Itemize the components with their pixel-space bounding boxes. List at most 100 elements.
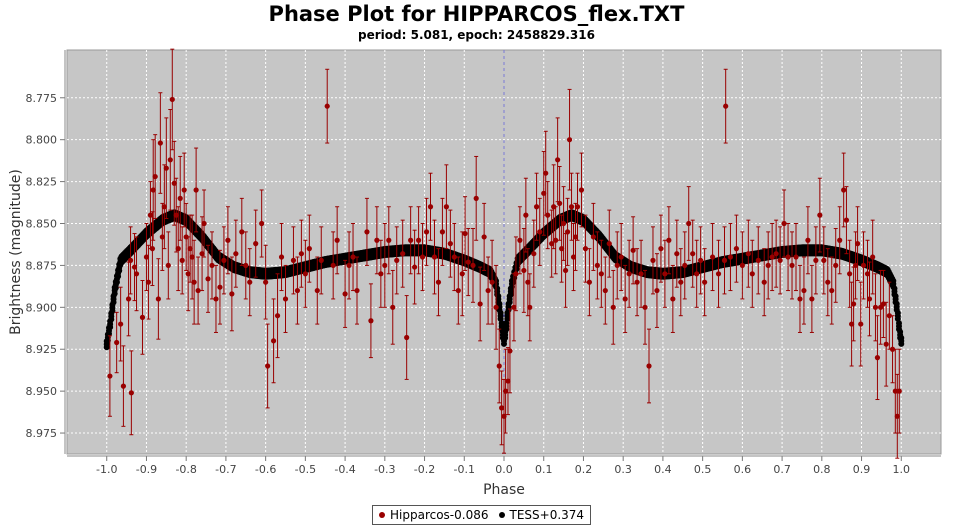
- hipparcos-point: [694, 271, 700, 277]
- hipparcos-point: [618, 254, 624, 260]
- hipparcos-point: [598, 271, 604, 277]
- tess-point: [115, 273, 122, 280]
- hipparcos-point: [157, 140, 163, 146]
- hipparcos-point: [177, 195, 183, 201]
- tess-point: [103, 344, 110, 351]
- hipparcos-point: [765, 262, 771, 269]
- hipparcos-point: [797, 296, 803, 302]
- y-tick-label: 8.825: [26, 176, 58, 189]
- hipparcos-point: [543, 170, 549, 176]
- hipparcos-point: [745, 251, 751, 257]
- hipparcos-point: [107, 373, 113, 379]
- hipparcos-point: [682, 262, 688, 269]
- hipparcos-point: [155, 296, 161, 302]
- hipparcos-point: [481, 234, 487, 240]
- hipparcos-point: [646, 363, 652, 369]
- x-tick-label: -0.9: [136, 463, 157, 476]
- tess-point: [108, 316, 115, 323]
- y-tick-label: 8.925: [26, 343, 58, 356]
- hipparcos-point: [525, 279, 531, 285]
- hipparcos-point: [505, 378, 511, 384]
- chart-subtitle: period: 5.081, epoch: 2458829.316: [358, 28, 595, 42]
- hipparcos-point: [541, 190, 547, 196]
- y-tick-label: 8.900: [26, 301, 58, 314]
- hipparcos-point: [187, 246, 193, 252]
- hipparcos-point: [143, 254, 150, 260]
- hipparcos-point: [852, 262, 859, 269]
- hipparcos-point: [404, 334, 410, 341]
- hipparcos-point: [131, 264, 138, 270]
- hipparcos-point: [302, 271, 308, 277]
- tess-point: [501, 340, 507, 347]
- legend-label-hipparcos: Hipparcos-0.086: [390, 508, 489, 522]
- hipparcos-point: [133, 271, 140, 277]
- hipparcos-point: [858, 321, 864, 327]
- hipparcos-point: [278, 254, 285, 260]
- x-tick-label: 0.2: [575, 463, 593, 476]
- hipparcos-point: [813, 257, 819, 263]
- hipparcos-point: [666, 237, 672, 243]
- hipparcos-point: [866, 296, 873, 302]
- hipparcos-point: [709, 254, 716, 260]
- hipparcos-point: [282, 296, 289, 302]
- x-tick-label: -0.2: [414, 463, 435, 476]
- hipparcos-point: [274, 313, 281, 319]
- hipparcos-point: [572, 234, 579, 240]
- y-tick-label: 8.950: [26, 385, 58, 398]
- hipparcos-point: [382, 262, 388, 269]
- hipparcos-point: [502, 388, 509, 394]
- tess-point: [105, 330, 112, 337]
- hipparcos-point: [805, 237, 811, 243]
- hipparcos-point: [171, 180, 177, 186]
- hipparcos-point: [537, 229, 543, 235]
- hipparcos-point: [523, 212, 529, 218]
- tess-point: [505, 306, 512, 313]
- tess-point: [898, 340, 905, 347]
- hipparcos-point: [582, 246, 589, 252]
- hipparcos-point: [145, 279, 152, 285]
- hipparcos-point: [630, 247, 636, 253]
- hipparcos-point: [626, 271, 632, 277]
- x-tick-label: 0.8: [813, 463, 831, 476]
- hipparcos-point: [364, 229, 370, 235]
- tess-marker-icon: [498, 512, 505, 518]
- hipparcos-point: [715, 271, 722, 277]
- hipparcos-point: [521, 267, 527, 274]
- hipparcos-point: [610, 304, 616, 310]
- x-axis-label: Phase: [483, 482, 525, 498]
- hipparcos-point: [423, 229, 430, 235]
- x-tick-label: -0.4: [334, 463, 355, 476]
- hipparcos-point: [443, 204, 449, 210]
- hipparcos-point: [374, 237, 380, 243]
- hipparcos-point: [843, 217, 850, 223]
- hipparcos-point: [586, 279, 593, 285]
- hipparcos-point: [149, 246, 156, 252]
- hipparcos-point: [431, 254, 438, 260]
- hipparcos-point: [883, 341, 889, 347]
- hipparcos-point: [785, 254, 791, 260]
- hipparcos-point: [507, 348, 513, 354]
- hipparcos-point: [578, 187, 585, 193]
- hipparcos-point: [761, 279, 767, 285]
- hipparcos-point: [201, 220, 207, 227]
- x-tick-label: 0.7: [773, 463, 791, 476]
- hipparcos-point: [821, 257, 827, 263]
- hipparcos-point: [892, 388, 898, 394]
- x-tick-label: -1.0: [96, 463, 117, 476]
- hipparcos-point: [253, 241, 259, 247]
- tess-point: [503, 326, 510, 333]
- hipparcos-point: [221, 257, 227, 263]
- hipparcos-point: [128, 390, 134, 396]
- hipparcos-point: [557, 200, 563, 206]
- hipparcos-point: [574, 204, 581, 210]
- hipparcos-point: [777, 257, 783, 263]
- hipparcos-point: [841, 187, 847, 193]
- hipparcos-point: [769, 254, 775, 260]
- hipparcos-point: [243, 262, 249, 269]
- hipparcos-point: [896, 388, 902, 394]
- hipparcos-point: [125, 296, 132, 302]
- hipparcos-point: [698, 257, 704, 263]
- hipparcos-point: [533, 204, 540, 210]
- hipparcos-point: [622, 296, 628, 302]
- hipparcos-point: [470, 262, 476, 269]
